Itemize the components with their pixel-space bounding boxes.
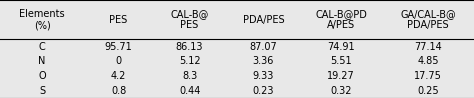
Text: 8.3: 8.3 [182, 71, 197, 81]
Text: PES: PES [109, 15, 128, 25]
Text: 0.23: 0.23 [253, 86, 274, 96]
Text: 0.25: 0.25 [417, 86, 439, 96]
Text: 17.75: 17.75 [414, 71, 442, 81]
Text: GA/CAL-B@
PDA/PES: GA/CAL-B@ PDA/PES [400, 9, 456, 30]
Text: 4.2: 4.2 [111, 71, 126, 81]
Text: Elements
(%): Elements (%) [19, 9, 65, 30]
Text: 4.85: 4.85 [417, 56, 438, 66]
Text: 86.13: 86.13 [176, 42, 203, 52]
Text: PDA/PES: PDA/PES [243, 15, 284, 25]
Text: 0: 0 [116, 56, 121, 66]
Text: 87.07: 87.07 [249, 42, 277, 52]
Text: 5.51: 5.51 [330, 56, 352, 66]
Text: 0.8: 0.8 [111, 86, 126, 96]
Text: 19.27: 19.27 [327, 71, 355, 81]
Text: 95.71: 95.71 [105, 42, 132, 52]
Text: 0.32: 0.32 [330, 86, 352, 96]
Text: C: C [39, 42, 46, 52]
Text: 9.33: 9.33 [253, 71, 274, 81]
Text: CAL-B@PD
A/PES: CAL-B@PD A/PES [315, 9, 367, 30]
Text: O: O [38, 71, 46, 81]
Text: CAL-B@
PES: CAL-B@ PES [171, 9, 209, 30]
Text: 3.36: 3.36 [253, 56, 274, 66]
Text: 0.44: 0.44 [179, 86, 201, 96]
Text: N: N [38, 56, 46, 66]
Text: 5.12: 5.12 [179, 56, 201, 66]
Text: 74.91: 74.91 [327, 42, 355, 52]
Text: S: S [39, 86, 45, 96]
Text: 77.14: 77.14 [414, 42, 442, 52]
